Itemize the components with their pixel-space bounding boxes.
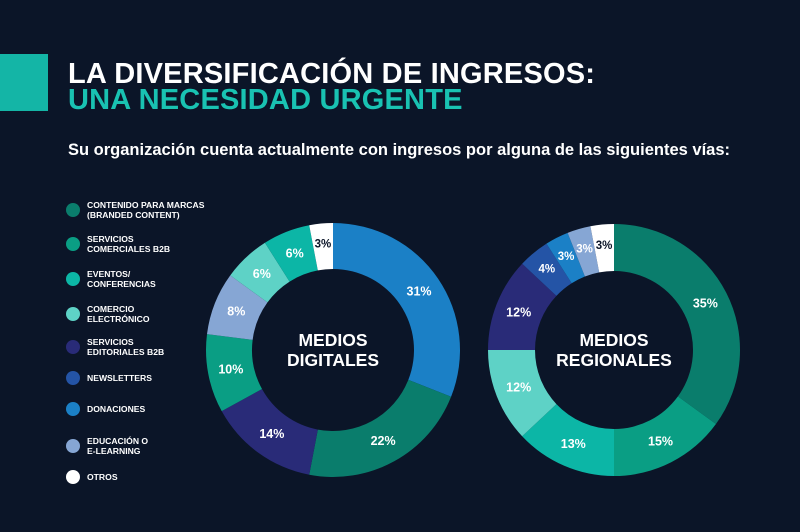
data-label: 8% bbox=[227, 305, 245, 319]
legend-label: OTROS bbox=[87, 472, 118, 482]
donut-slice bbox=[264, 225, 318, 282]
donut-slice bbox=[206, 334, 263, 412]
legend-label: DONACIONES bbox=[87, 404, 146, 414]
donut-slice bbox=[309, 223, 333, 271]
legend-item: SERVICIOS COMERCIALES B2B bbox=[66, 234, 236, 254]
donut-slice bbox=[590, 224, 614, 273]
page-subtitle: UNA NECESIDAD URGENTE bbox=[68, 84, 463, 116]
legend-swatch bbox=[66, 439, 80, 453]
legend-label: CONTENIDO PARA MARCAS (BRANDED CONTENT) bbox=[87, 200, 205, 220]
donut-slice bbox=[230, 242, 290, 303]
data-label: 4% bbox=[538, 264, 555, 276]
data-label: 13% bbox=[561, 437, 586, 451]
legend-item: DONACIONES bbox=[66, 402, 236, 416]
legend-item: COMERCIO ELECTRÓNICO bbox=[66, 304, 236, 324]
legend-item: CONTENIDO PARA MARCAS (BRANDED CONTENT) bbox=[66, 200, 236, 220]
chart-title: DIGITALES bbox=[287, 350, 379, 370]
legend-swatch bbox=[66, 272, 80, 286]
page-title: LA DIVERSIFICACIÓN DE INGRESOS: bbox=[68, 58, 596, 90]
data-label: 3% bbox=[576, 244, 593, 256]
data-label: 3% bbox=[315, 238, 332, 250]
data-label: 15% bbox=[648, 434, 673, 448]
donut-slice bbox=[309, 379, 452, 477]
donut-slice bbox=[567, 226, 600, 277]
donut-slice bbox=[546, 232, 585, 284]
legend-item: OTROS bbox=[66, 470, 236, 484]
legend-swatch bbox=[66, 203, 80, 217]
donut-slice bbox=[488, 263, 557, 350]
legend-swatch bbox=[66, 237, 80, 251]
legend-label: NEWSLETTERS bbox=[87, 373, 152, 383]
survey-question: Su organización cuenta actualmente con i… bbox=[68, 141, 731, 159]
data-label: 6% bbox=[253, 267, 271, 281]
legend-item: EDUCACIÓN O E-LEARNING bbox=[66, 436, 236, 456]
legend-label: SERVICIOS EDITORIALES B2B bbox=[87, 337, 165, 357]
legend-item: SERVICIOS EDITORIALES B2B bbox=[66, 337, 236, 357]
data-label: 6% bbox=[286, 246, 304, 260]
donut-slice bbox=[522, 243, 572, 296]
legend-swatch bbox=[66, 371, 80, 385]
data-label: 12% bbox=[506, 381, 531, 395]
legend-label: EDUCACIÓN O E-LEARNING bbox=[87, 436, 149, 456]
data-label: 22% bbox=[371, 434, 396, 448]
chart-title: REGIONALES bbox=[556, 350, 672, 370]
legend-label: EVENTOS/ CONFERENCIAS bbox=[87, 269, 156, 289]
data-label: 12% bbox=[506, 305, 531, 319]
legend-swatch bbox=[66, 307, 80, 321]
data-label: 3% bbox=[558, 251, 575, 263]
legend-label: SERVICIOS COMERCIALES B2B bbox=[87, 234, 171, 254]
legend-label: COMERCIO ELECTRÓNICO bbox=[87, 304, 150, 324]
accent-bar bbox=[0, 54, 48, 111]
data-label: 10% bbox=[218, 362, 243, 376]
donut-slice bbox=[207, 275, 268, 340]
legend-swatch bbox=[66, 470, 80, 484]
chart-title: MEDIOS bbox=[298, 330, 367, 350]
data-label: 14% bbox=[259, 427, 284, 441]
legend-item: EVENTOS/ CONFERENCIAS bbox=[66, 269, 236, 289]
legend-swatch bbox=[66, 402, 80, 416]
donut-slice bbox=[221, 389, 318, 475]
data-label: 3% bbox=[596, 240, 613, 252]
donut-slice bbox=[614, 224, 741, 425]
chart-title: MEDIOS bbox=[579, 330, 648, 350]
donut-slice bbox=[333, 223, 460, 397]
donut-slice bbox=[614, 396, 716, 476]
data-label: 35% bbox=[693, 296, 718, 310]
data-label: 31% bbox=[407, 285, 432, 299]
donut-slice bbox=[522, 404, 614, 476]
donut-slice bbox=[488, 350, 557, 437]
legend-swatch bbox=[66, 340, 80, 354]
legend-item: NEWSLETTERS bbox=[66, 371, 236, 385]
